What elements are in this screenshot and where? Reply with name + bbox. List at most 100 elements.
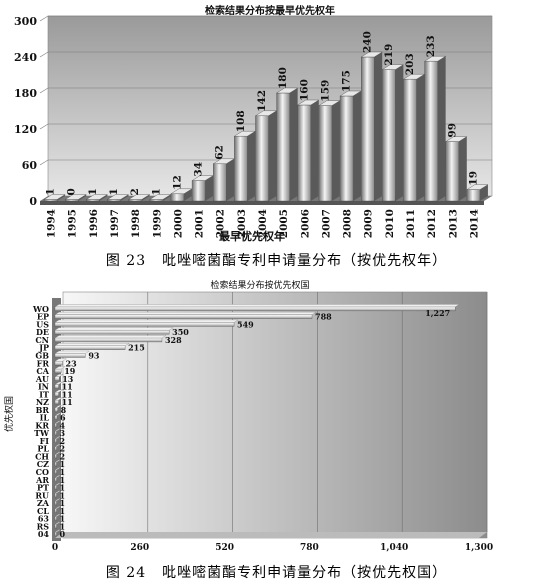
chart2-data-label: 2 [60, 436, 66, 446]
chart2-bar [54, 420, 62, 428]
chart2-x-tick-label: 520 [215, 543, 234, 553]
chart2-y-tick-label: CL [37, 506, 49, 516]
chart1-gridline [39, 51, 492, 58]
chart2-bar [54, 436, 62, 444]
chart1-bar [360, 51, 383, 202]
chart2-y-tick-label: NZ [36, 397, 49, 407]
chart1-x-tick-label: 2006 [299, 209, 311, 238]
chart1-data-label: 142 [256, 90, 268, 112]
chart2-y-tick-label: IN [38, 382, 49, 392]
chart2-data-label: 4 [60, 420, 66, 430]
chart2-bar [54, 475, 62, 482]
chart2-y-tick-label: WO [32, 304, 49, 314]
chart2-bar [54, 327, 174, 335]
chart2-bar [54, 304, 460, 312]
chart1-y-tick-label: 120 [14, 123, 37, 136]
chart2-data-label: 1 [60, 475, 66, 485]
chart1-x-tick-label: 1999 [151, 209, 163, 238]
chart1-data-label: 19 [467, 171, 479, 186]
figure-24-number: 图 24 [105, 565, 147, 581]
chart2-data-label: 11 [62, 389, 73, 399]
chart2-bar [54, 529, 62, 537]
chart1-bar [254, 110, 278, 202]
chart2-y-tick-label: KR [35, 420, 49, 430]
chart2-bar [54, 444, 62, 451]
chart2-y-tick-label: TW [34, 428, 50, 438]
chart2-y-tick-label: AR [35, 475, 49, 485]
chart1-data-label: 1 [108, 188, 120, 195]
chart1-bar [191, 175, 214, 202]
chart1-bar [402, 73, 426, 202]
chart1-x-tick-label: 2012 [426, 209, 438, 238]
chart1-x-tick-label: 2009 [363, 209, 375, 238]
chart1-bar [318, 100, 341, 202]
chart1-x-axis-label: 最早优先权年 [219, 229, 285, 243]
chart2-data-label: 215 [128, 343, 145, 353]
chart2-x-tick-label: 1,300 [465, 543, 493, 553]
chart2-y-tick-label: EP [37, 312, 49, 322]
chart2-data-label: 788 [315, 312, 332, 322]
chart1-bar [43, 194, 66, 202]
chart2-data-label: 23 [66, 358, 78, 368]
chart2-bar [54, 459, 62, 467]
chart2-y-tick-label: FR [37, 358, 50, 368]
chart1-data-label: 233 [425, 35, 437, 57]
chart2-data-label: 549 [237, 319, 254, 329]
chart2-bar [54, 482, 62, 490]
chart1-bar [381, 64, 405, 202]
chart2-title: 检索结果分布按优先权国 [210, 279, 309, 291]
chart1-data-label: 240 [362, 31, 374, 53]
chart1-x-tick-label: 2000 [172, 209, 184, 238]
chart2-y-tick-label: CA [36, 366, 49, 376]
chart1-y-tick-label: 240 [14, 51, 37, 64]
chart2-y-tick-label: 04 [38, 529, 50, 539]
chart2-data-label: 1 [60, 506, 66, 516]
chart2-bar [54, 513, 62, 521]
chart1-x-tick-label: 2005 [278, 209, 290, 238]
chart2-bar [54, 521, 62, 529]
chart2-data-label: 13 [62, 374, 74, 384]
chart1-gridline [39, 15, 492, 22]
chart1-y-tick-label: 60 [22, 159, 38, 172]
figure-23-text: 吡唑嘧菌酯专利申请量分布（按优先权年） [162, 253, 448, 269]
chart2-data-label: 1 [60, 521, 66, 531]
chart2-bar [54, 412, 62, 420]
chart1-x-tick-label: 1994 [46, 209, 58, 238]
figure-24-caption: 图 24 吡唑嘧菌酯专利申请量分布（按优先权国） [0, 562, 553, 582]
chart1-data-label: 203 [404, 53, 416, 75]
chart1-bar [106, 194, 130, 202]
chart1-x-tick-label: 2007 [320, 209, 332, 238]
chart2-bar [54, 405, 63, 413]
chart2-x-tick-label: 260 [130, 543, 149, 553]
chart2-y-tick-label: 63 [38, 514, 50, 524]
chart2-bar [54, 381, 64, 389]
chart2-y-tick-label: PT [37, 483, 49, 493]
chart-priority-country: 1,22778854935032821593231913111111864322… [3, 279, 493, 553]
chart2-data-label: 1,227 [425, 308, 450, 318]
chart1-data-label: 34 [193, 162, 205, 177]
chart2-y-tick-label: ZA [37, 498, 50, 508]
chart2-data-label: 19 [64, 366, 76, 376]
chart1-bar [423, 56, 447, 202]
chart1-gridline [39, 87, 492, 94]
chart2-bar [54, 467, 62, 475]
chart1-bar [85, 194, 109, 202]
chart2-data-label: 1 [60, 498, 66, 508]
chart1-data-label: 62 [214, 145, 226, 160]
chart2-bar [54, 451, 62, 459]
chart2-y-tick-label: AU [35, 374, 49, 384]
chart2-bar [54, 506, 62, 513]
chart1-x-tick-label: 2013 [447, 209, 459, 238]
chart2-y-tick-label: CZ [37, 459, 49, 469]
chart2-bar [54, 389, 64, 397]
chart1-x-tick-label: 2010 [384, 209, 396, 238]
chart2-bar [54, 366, 66, 374]
chart2-bar [54, 428, 62, 436]
chart2-bar [54, 397, 64, 405]
chart1-x-tick-label: 2002 [215, 209, 227, 238]
chart1-y-tick-label: 300 [14, 15, 37, 28]
figure-23-number: 图 23 [105, 253, 147, 269]
chart2-data-label: 350 [172, 327, 189, 337]
chart1-x-tick-label: 1996 [88, 209, 100, 238]
